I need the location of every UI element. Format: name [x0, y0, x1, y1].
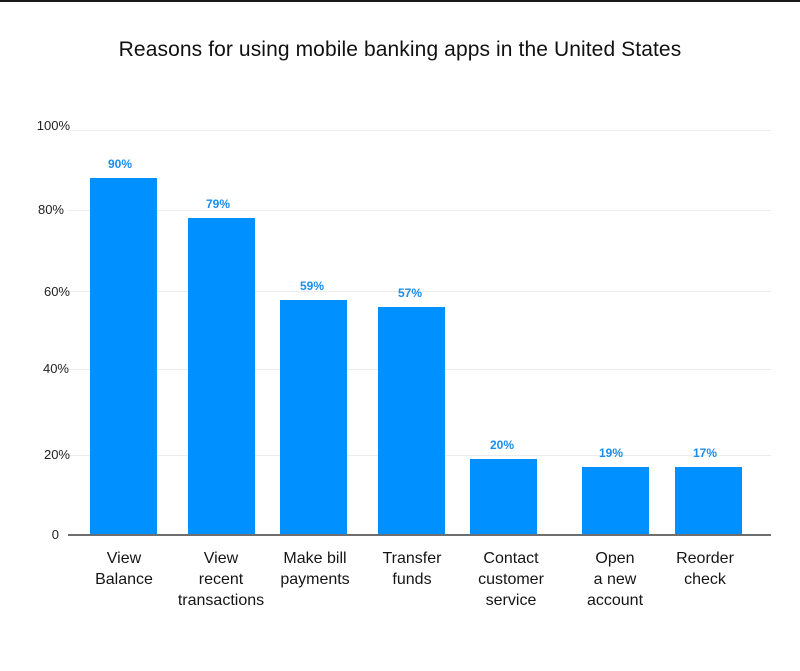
- value-label-transfer-funds: 57%: [397, 286, 423, 300]
- bar-view-recent-transactions: [188, 218, 255, 535]
- bar-make-bill-payments: [280, 300, 347, 535]
- x-label-view-recent-transactions: View recent transactions: [177, 550, 265, 609]
- x-label-contact-customer-service: Contact customer service: [478, 550, 544, 609]
- y-tick-40: 40%: [42, 361, 69, 376]
- y-tick-20: 20%: [43, 447, 70, 462]
- x-label-view-balance: View Balance: [95, 550, 153, 588]
- value-label-view-balance: 90%: [107, 157, 133, 171]
- value-label-reorder-check: 17%: [692, 446, 718, 460]
- gridline-60: [68, 291, 771, 292]
- gridline-80: [68, 210, 771, 211]
- top-border: [0, 0, 800, 2]
- value-label-make-bill-payments: 59%: [299, 279, 325, 293]
- bar-contact-customer-service: [470, 459, 537, 535]
- value-label-view-recent-transactions: 79%: [205, 197, 231, 211]
- x-axis-baseline: [68, 534, 771, 536]
- bar-open-new-account: [582, 467, 649, 535]
- y-tick-80: 80%: [37, 202, 64, 217]
- value-label-contact-customer-service: 20%: [489, 438, 515, 452]
- y-tick-100: 100%: [36, 118, 70, 133]
- value-label-open-new-account: 19%: [598, 446, 624, 460]
- y-tick-0: 0: [51, 527, 59, 542]
- x-label-reorder-check: Reorder check: [676, 550, 734, 588]
- gridline-100: [68, 130, 771, 131]
- bar-transfer-funds: [378, 307, 445, 535]
- bar-reorder-check: [675, 467, 742, 535]
- x-label-make-bill-payments: Make bill payments: [280, 550, 350, 588]
- bar-view-balance: [90, 178, 157, 535]
- x-label-open-new-account: Open a new account: [586, 550, 644, 609]
- y-tick-60: 60%: [43, 284, 70, 299]
- x-label-transfer-funds: Transfer funds: [382, 550, 442, 588]
- chart-title: Reasons for using mobile banking apps in…: [118, 38, 682, 61]
